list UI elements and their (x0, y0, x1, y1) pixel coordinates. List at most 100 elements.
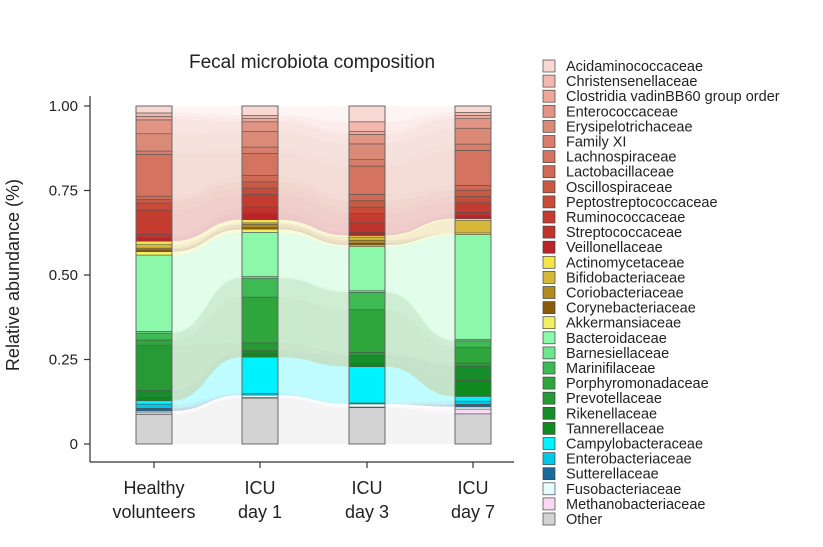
bar-segment-lachnospiraceae-2 (348, 165, 386, 195)
legend-swatch (542, 135, 556, 148)
axes (89, 96, 514, 463)
legend-swatch (542, 482, 556, 496)
bar-segment-marinifilaceae-2 (348, 292, 386, 311)
flow-bacteroidaceae-0 (172, 232, 242, 332)
legend-swatch (542, 437, 556, 450)
bar-segment-family-xi-2 (348, 159, 386, 167)
bar-segment-peptostreptococcaceae-3 (454, 196, 492, 204)
legend-label: Rikenellaceae (566, 406, 657, 422)
bar-segment-other-0 (135, 414, 173, 445)
legend-label: Peptostreptococcaceae (566, 195, 718, 211)
x-tick-label: Healthy volunteers (112, 478, 195, 522)
flow-coriobacteriaceae-1 (278, 224, 349, 244)
bar-segment-rikenellaceae-3 (454, 365, 492, 381)
bar-segment-tannerellaceae-2 (348, 363, 386, 367)
flow-enterobacteriaceae-1 (278, 393, 349, 404)
bar-segment-lactobacillaceae-1 (241, 175, 279, 183)
legend-swatch (542, 316, 556, 330)
flow-tannerellaceae-2 (385, 363, 455, 397)
flow-streptococcaceae-2 (385, 212, 455, 233)
bar-segment-enterococcaceae-3 (454, 118, 492, 129)
flow-family-xi-0 (172, 147, 242, 155)
flow-acidaminococcaceae-0 (172, 106, 242, 116)
legend-label: Lachnospiraceae (566, 150, 676, 166)
bar-segment-prevotellaceae-0 (135, 344, 173, 391)
flow-lactobacillaceae-0 (172, 175, 242, 200)
flow-rikenellaceae-2 (385, 355, 455, 381)
bar-segment-peptostreptococcaceae-1 (241, 187, 279, 195)
alluvial-flows (172, 106, 455, 444)
bar-segment-campylobacteraceae-1 (241, 356, 279, 394)
flow-clostridia-vadinbb60-group-order-0 (172, 116, 242, 122)
bar-segment-coriobacteriaceae-1 (241, 224, 279, 228)
x-ticks: Healthy volunteers ICU day 1 ICU day 3 ICU day … (112, 462, 495, 522)
flow-corynebacteriaceae-0 (172, 227, 242, 252)
legend-swatch (542, 225, 556, 239)
bar-outline-1 (241, 105, 279, 445)
bar-segment-oscillospiraceae-1 (241, 181, 279, 189)
legend-swatch (542, 150, 556, 163)
bar-segment-ruminococcaceae-0 (135, 209, 173, 235)
stacked-bars (135, 105, 492, 445)
bar-segment-bifidobacteriaceae-3 (454, 219, 492, 234)
flow-sutterellaceae-2 (385, 403, 455, 407)
flow-actinomycetaceae-0 (172, 219, 242, 245)
legend-label: Lactobacillaceae (566, 165, 674, 181)
bar-segment-erysipelotrichaceae-3 (454, 127, 492, 145)
flow-erysipelotrichaceae-1 (278, 131, 349, 160)
flow-streptococcaceae-1 (278, 207, 349, 233)
bar-segment-bacteroidaceae-3 (454, 234, 492, 340)
bar-segment-marinifilaceae-1 (241, 277, 279, 298)
bar-segment-clostridia-vadinbb60-group-order-1 (241, 118, 279, 123)
flow-lachnospiraceae-2 (385, 150, 455, 195)
flow-enterococcaceae-1 (278, 121, 349, 144)
bar-segment-veillonellaceae-2 (348, 232, 386, 236)
bar-segment-coriobacteriaceae-2 (348, 239, 386, 244)
bar-segment-actinomycetaceae-0 (135, 240, 173, 245)
flow-veillonellaceae-1 (278, 213, 349, 236)
bar-segment-erysipelotrichaceae-2 (348, 143, 386, 161)
legend-label: Prevotellaceae (566, 391, 662, 407)
legend-label: Acidaminococcaceae (566, 59, 703, 75)
flow-erysipelotrichaceae-0 (172, 131, 242, 152)
bar-segment-enterobacteriaceae-3 (454, 400, 492, 405)
flow-streptococcaceae-0 (172, 207, 242, 238)
flow-enterococcaceae-0 (172, 119, 242, 134)
flow-methanobacteriaceae-1 (278, 397, 349, 408)
y-tick-label: 1.00 (49, 98, 78, 115)
legend-label: Porphyromonadaceae (566, 376, 709, 392)
legend-swatch (542, 74, 556, 88)
flow-other-0 (172, 398, 242, 444)
bar-segment-peptostreptococcaceae-2 (348, 206, 386, 214)
bar-segment-christensenellaceae-0 (135, 112, 173, 117)
legend-label: Streptococcaceae (566, 225, 682, 241)
flow-ruminococcaceae-0 (172, 194, 242, 235)
legend-swatch (542, 406, 556, 420)
bar-segment-other-3 (454, 413, 492, 445)
legend-label: Akkermansiaceae (566, 316, 681, 332)
flow-methanobacteriaceae-0 (172, 397, 242, 415)
legend-swatch (542, 255, 556, 269)
flow-enterobacteriaceae-0 (172, 393, 242, 409)
y-tick-label: 0.75 (49, 183, 78, 200)
bar-outline-2 (348, 105, 386, 445)
bar-segment-family-xi-0 (135, 150, 173, 155)
legend-label: Tannerellaceae (566, 421, 664, 437)
flow-akkermansiaceae-0 (172, 229, 242, 256)
flow-marinifilaceae-0 (172, 278, 242, 340)
bar-segment-acidaminococcaceae-0 (135, 105, 173, 114)
legend-label: Marinifilaceae (566, 361, 655, 377)
bar-segment-veillonellaceae-3 (454, 215, 492, 219)
bar-outline-3 (454, 105, 492, 445)
bar-segment-sutterellaceae-0 (135, 407, 173, 412)
flow-tannerellaceae-1 (278, 353, 349, 367)
legend-swatch (542, 497, 556, 511)
legend-label: Christensenellaceae (566, 74, 697, 90)
bar-segment-actinomycetaceae-1 (241, 219, 279, 224)
bar-segment-streptococcaceae-1 (241, 206, 279, 214)
legend-label: Ruminococcaceae (566, 210, 685, 226)
flow-barnesiellaceae-0 (172, 276, 242, 334)
flow-tannerellaceae-0 (172, 353, 242, 401)
bar-segment-erysipelotrichaceae-0 (135, 133, 173, 152)
